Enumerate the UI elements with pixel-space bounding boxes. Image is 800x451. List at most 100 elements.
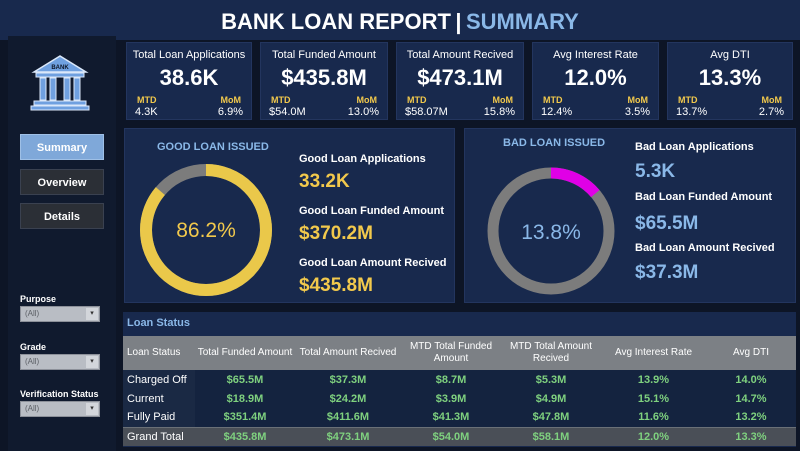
kpi-mtd-label: MTD bbox=[271, 95, 291, 105]
chevron-down-icon: ▾ bbox=[86, 403, 98, 415]
kpi-mom-label: MoM bbox=[761, 95, 783, 105]
table-cell: $37.3M bbox=[295, 370, 401, 389]
nav-details-button[interactable]: Details bbox=[20, 203, 104, 229]
table-cell: $18.9M bbox=[195, 389, 295, 408]
bank-icon: BANK bbox=[30, 55, 90, 111]
good-loan-panel: GOOD LOAN ISSUED 86.2% Good Loan Applica… bbox=[124, 128, 455, 303]
table-row: Current $18.9M $24.2M $3.9M $4.9M 15.1% … bbox=[123, 389, 796, 408]
filter-verification-value: (All) bbox=[25, 404, 40, 413]
filter-grade-value: (All) bbox=[25, 357, 40, 366]
kpi-value: $435.8M bbox=[281, 65, 367, 90]
bad-loan-funded-label: Bad Loan Funded Amount bbox=[635, 191, 773, 203]
table-cell: 11.6% bbox=[601, 408, 706, 427]
table-cell: $3.9M bbox=[401, 389, 501, 408]
kpi-mom-value: 3.5% bbox=[624, 106, 650, 118]
kpi-title: Avg Interest Rate bbox=[553, 49, 638, 61]
table-cell: Grand Total bbox=[123, 426, 195, 446]
column-header: Loan Status bbox=[123, 336, 195, 370]
report-subtitle: SUMMARY bbox=[465, 9, 579, 34]
bank-logo: BANK bbox=[30, 54, 90, 112]
table-cell: $58.1M bbox=[501, 426, 601, 446]
table-cell: $351.4M bbox=[195, 408, 295, 427]
kpi-mom-label: MoM bbox=[356, 95, 378, 105]
kpi-value: $473.1M bbox=[417, 65, 503, 90]
table-cell: $4.9M bbox=[501, 389, 601, 408]
column-header: Total Amount Recived bbox=[295, 336, 401, 370]
table-cell: $473.1M bbox=[295, 426, 401, 446]
good-loan-funded-label: Good Loan Funded Amount bbox=[299, 205, 445, 217]
kpi-mtd-value: $54.0M bbox=[269, 106, 306, 118]
column-header: Avg Interest Rate bbox=[601, 336, 706, 370]
table-cell: $435.8M bbox=[195, 426, 295, 446]
kpi-mom-label: MoM bbox=[220, 95, 242, 105]
good-loan-received-label: Good Loan Amount Recived bbox=[299, 257, 447, 269]
filter-purpose-label: Purpose bbox=[20, 294, 57, 304]
kpi-title: Total Funded Amount bbox=[272, 49, 376, 61]
nav-overview-button[interactable]: Overview bbox=[20, 169, 104, 195]
kpi-mom-value: 13.0% bbox=[347, 106, 379, 118]
kpi-mtd-value: 12.4% bbox=[541, 106, 573, 118]
nav-summary-button[interactable]: Summary bbox=[20, 134, 104, 160]
good-loan-title: GOOD LOAN ISSUED bbox=[157, 141, 269, 153]
filter-grade-label: Grade bbox=[20, 342, 47, 352]
title-separator: | bbox=[455, 9, 462, 34]
filter-verification-label: Verification Status bbox=[20, 389, 99, 399]
column-header: Avg DTI bbox=[706, 336, 796, 370]
table-cell: Fully Paid bbox=[123, 408, 195, 427]
kpi-mom-value: 15.8% bbox=[483, 106, 515, 118]
table-cell: $5.3M bbox=[501, 370, 601, 389]
table-cell: $24.2M bbox=[295, 389, 401, 408]
sidebar: BANK Summary Overview Details Purpose (A… bbox=[8, 36, 116, 451]
loan-status-title: Loan Status bbox=[127, 317, 190, 329]
table-cell: $411.6M bbox=[295, 408, 401, 427]
table-row: Fully Paid $351.4M $411.6M $41.3M $47.8M… bbox=[123, 408, 796, 427]
kpi-value: 38.6K bbox=[159, 65, 219, 90]
bad-loan-applications-label: Bad Loan Applications bbox=[635, 141, 754, 153]
kpi-value: 13.3% bbox=[698, 65, 762, 90]
table-cell: $41.3M bbox=[401, 408, 501, 427]
bad-loan-donut: 13.8% bbox=[487, 167, 615, 295]
table-cell: 13.2% bbox=[706, 408, 796, 427]
table-cell: 13.3% bbox=[706, 426, 796, 446]
kpi-title: Total Loan Applications bbox=[132, 49, 246, 61]
bad-loan-panel: BAD LOAN ISSUED 13.8% Bad Loan Applicati… bbox=[464, 128, 796, 303]
table-cell: 12.0% bbox=[601, 426, 706, 446]
filter-purpose-dropdown[interactable]: (All) ▾ bbox=[20, 306, 100, 322]
table-cell: 14.7% bbox=[706, 389, 796, 408]
kpi-total-amount-received: Total Amount Recived $473.1M MTD MoM $58… bbox=[396, 42, 524, 120]
kpi-value: 12.0% bbox=[564, 65, 627, 90]
filter-grade-dropdown[interactable]: (All) ▾ bbox=[20, 354, 100, 370]
bad-loan-funded-value: $65.5M bbox=[635, 213, 699, 234]
kpi-mtd-label: MTD bbox=[678, 95, 698, 105]
bad-loan-applications-value: 5.3K bbox=[635, 161, 676, 182]
kpi-mtd-label: MTD bbox=[137, 95, 157, 105]
table-cell: $47.8M bbox=[501, 408, 601, 427]
kpi-title: Total Amount Recived bbox=[406, 49, 514, 61]
column-header: MTD Total Amount Recived bbox=[501, 336, 601, 370]
table-cell: Charged Off bbox=[123, 370, 195, 389]
bad-loan-title: BAD LOAN ISSUED bbox=[503, 137, 606, 149]
table-row: Charged Off $65.5M $37.3M $8.7M $5.3M 13… bbox=[123, 370, 796, 389]
bad-loan-donut-arc bbox=[487, 167, 615, 295]
kpi-mom-value: 6.9% bbox=[217, 106, 243, 118]
kpi-mtd-value: 13.7% bbox=[676, 106, 708, 118]
bad-loan-percent: 13.8% bbox=[521, 221, 581, 244]
table-cell: 13.9% bbox=[601, 370, 706, 389]
kpi-title: Avg DTI bbox=[710, 49, 750, 61]
filter-purpose-value: (All) bbox=[25, 309, 40, 318]
column-header: Total Funded Amount bbox=[195, 336, 295, 370]
table-cell: $8.7M bbox=[401, 370, 501, 389]
column-header: MTD Total Funded Amount bbox=[401, 336, 501, 370]
good-loan-funded-value: $370.2M bbox=[299, 223, 373, 244]
table-cell: Current bbox=[123, 389, 195, 408]
table-header-row: Loan Status Total Funded Amount Total Am… bbox=[123, 336, 796, 370]
filter-verification-dropdown[interactable]: (All) ▾ bbox=[20, 401, 100, 417]
grand-total-row: Grand Total $435.8M $473.1M $54.0M $58.1… bbox=[123, 426, 796, 446]
chevron-down-icon: ▾ bbox=[86, 356, 98, 368]
kpi-mom-label: MoM bbox=[627, 95, 649, 105]
logo-text: BANK bbox=[51, 65, 69, 71]
kpi-mtd-label: MTD bbox=[407, 95, 427, 105]
loan-status-table: Loan Status Total Funded Amount Total Am… bbox=[123, 336, 796, 446]
good-loan-applications-label: Good Loan Applications bbox=[299, 153, 426, 165]
kpi-total-funded-amount: Total Funded Amount $435.8M MTD MoM $54.… bbox=[260, 42, 388, 120]
